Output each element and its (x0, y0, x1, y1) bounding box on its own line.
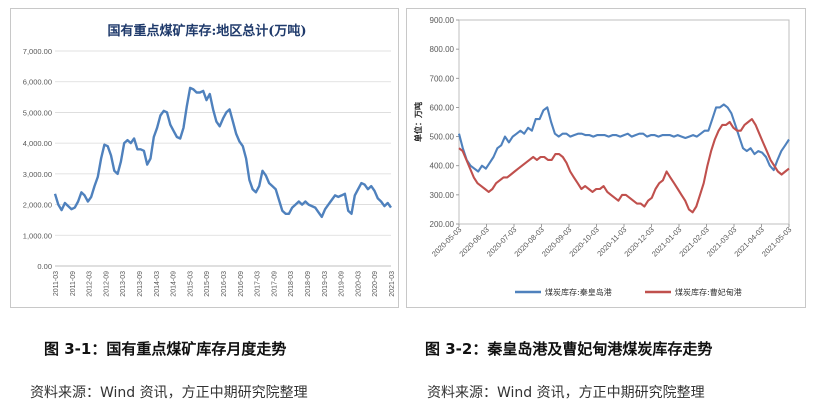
x-tick-label: 2013-03 (120, 271, 127, 297)
y-tick-label: 500.00 (430, 133, 455, 142)
x-tick-label: 2019-03 (322, 271, 329, 297)
y-tick-label: 900.00 (430, 16, 455, 25)
left-chart-panel: 国有重点煤矿库存:地区总计(万吨) 0.00 1,000.00 2,000.00 3,0… (10, 8, 399, 308)
y-tick-label: 5,000.00 (23, 108, 52, 117)
x-tick-label: 2021-05-03 (760, 225, 793, 258)
plot-frame (458, 19, 790, 225)
y-tick-label: 7,000.00 (23, 47, 52, 56)
x-tick-label: 2018-09 (305, 271, 312, 297)
x-tick-label: 2011-09 (70, 271, 77, 296)
mine-inventory-chart: 国有重点煤矿库存:地区总计(万吨) 0.00 1,000.00 2,000.00 3,0… (23, 23, 396, 297)
x-tick-label: 2021-03 (389, 271, 396, 297)
x-tick-label: 2020-09 (372, 271, 379, 297)
y-tick-label: 300.00 (430, 191, 455, 200)
y-tick-label: 6,000.00 (23, 78, 52, 87)
x-tick-label: 2015-03 (187, 271, 194, 297)
y-tick-label: 0.00 (37, 262, 52, 271)
series-line (53, 86, 392, 219)
right-chart-panel: 200.00 300.00 400.00 500.00 600.00 700.00 800.… (406, 8, 806, 308)
y-tick-label: 700.00 (430, 74, 455, 83)
x-tick-label: 2011-03 (53, 271, 60, 296)
x-tick-label: 2020-03 (355, 271, 362, 297)
caption-right: 图 3-2：秦皇岛港及曹妃甸港煤炭库存走势 (425, 340, 713, 358)
legend-label: 煤炭库存:曹妃甸港 (675, 287, 742, 297)
y-tick-label: 200.00 (430, 220, 455, 229)
y-tick-label: 4,000.00 (23, 139, 52, 148)
x-tick-label: 2014-09 (171, 271, 178, 297)
x-tick-label: 2012-03 (87, 271, 94, 297)
x-tick-label: 2017-03 (255, 271, 262, 297)
y-tick-label: 1,000.00 (23, 231, 52, 240)
x-tick-label: 2012-09 (103, 271, 110, 297)
caption-left: 图 3-1：国有重点煤矿库存月度走势 (44, 340, 287, 358)
series-line-caofeidian (458, 118, 790, 214)
x-tick-label: 2015-09 (204, 271, 211, 297)
x-tick-label: 2016-09 (238, 271, 245, 297)
x-tick-label: 2016-03 (221, 271, 228, 297)
x-tick-label: 2014-03 (154, 271, 161, 297)
x-tick-label: 2013-09 (137, 271, 144, 297)
y-tick-label: 600.00 (430, 103, 455, 112)
x-tick-label: 2018-03 (288, 271, 295, 297)
y-tick-label: 2,000.00 (23, 201, 52, 210)
x-tick-label: 2019-09 (339, 271, 346, 297)
chart-title: 国有重点煤矿库存:地区总计(万吨) (107, 23, 306, 39)
y-tick-label: 800.00 (430, 45, 455, 54)
source-right: 资料来源：Wind 资讯，方正中期研究院整理 (427, 385, 705, 401)
y-axis-label: 单位：万吨 (413, 102, 423, 142)
y-tick-label: 400.00 (430, 162, 455, 171)
x-tick-label: 2017-09 (271, 271, 278, 297)
series-line-qinhuangdao (457, 103, 790, 173)
y-tick-label: 3,000.00 (23, 170, 52, 179)
port-inventory-chart: 200.00 300.00 400.00 500.00 600.00 700.00 800.… (413, 16, 793, 297)
source-left: 资料来源：Wind 资讯，方正中期研究院整理 (30, 385, 308, 401)
legend-label: 煤炭库存:秦皇岛港 (545, 287, 612, 297)
